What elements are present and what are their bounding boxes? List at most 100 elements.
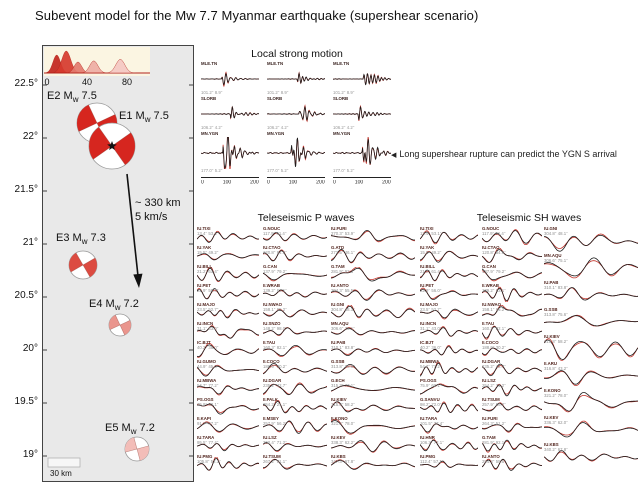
station-label: G.SSB 313.8° 75.6° [544, 308, 577, 319]
station-code: IU.PAB [544, 281, 559, 286]
station-label: IC.BJT 40.2° 36.0° [420, 341, 450, 352]
inset-axis-tick: 40 [81, 77, 93, 87]
station-code: SLORB [201, 97, 217, 102]
inset-axis-tick: 80 [121, 77, 133, 87]
waveform-row: IU.ANTO 294.3° 55.5° [482, 455, 542, 474]
station-distance-azimuth: 235.2° 42.7° [263, 384, 287, 389]
waveform-row: IU.NWAO 158.1° 65.2° [263, 303, 327, 322]
waveform-plot [420, 344, 478, 356]
station-code: MLE.TN [333, 62, 350, 67]
time-axis-tick-label: 100 [354, 180, 364, 186]
waveform-row: IU.HNR 106.3° 72.1° [420, 436, 478, 455]
event-label-e5: E5 Mw 7.2 [105, 422, 155, 437]
station-label: II.MSEY 257.9° 56.2° [263, 417, 296, 428]
station-distance-azimuth: 294.3° 55.5° [482, 460, 506, 465]
waveform-column: IU.TIXI 13.4° 53.1° IU.YAK 15.5° 49.2° IU.BI… [197, 227, 259, 474]
station-code: IU.CTAO [263, 246, 281, 251]
station-code: IU.BILL [420, 265, 436, 270]
waveform-plot [197, 457, 259, 471]
station-code: IU.TIXI [420, 227, 434, 232]
waveform-row: II.COCO 188.9° 30.2° [482, 341, 542, 360]
waveform-plot [331, 327, 415, 336]
waveform-plot [482, 439, 542, 453]
station-distance-azimuth: 120.8° 84.9° [482, 251, 506, 256]
waveform-plot [197, 385, 259, 396]
station-label: IU.ANTO 294.3° 55.5° [331, 284, 364, 295]
station-distance-azimuth: 21.2° 61.4° [197, 270, 219, 275]
waveform-row: IU.MBWA 54.7° 77.2° [420, 360, 478, 379]
station-label: IU.PET 22.9° 56.0° [197, 284, 227, 295]
station-distance-azimuth: 23.5° 52.7° [420, 308, 442, 313]
station-distance-azimuth: 321.2° 78.0° [544, 394, 568, 399]
station-distance-azimuth: 321.2° 78.0° [331, 422, 355, 427]
waveform-plot [197, 325, 259, 339]
station-label: II.PALK 254.2° 21.1° [263, 398, 296, 409]
waveform-plot [420, 460, 478, 468]
station-label: G.NOUC 117.9° 91.4° [482, 227, 515, 238]
station-label: IU.YAK 15.5° 49.2° [420, 246, 450, 257]
station-label: G.NOUC 117.9° 91.4° [263, 227, 296, 238]
waveform-row: IU.TSUM 267.2° 81.1° [263, 455, 327, 474]
annotation-arrow-icon: ◀ [391, 152, 397, 159]
teleseismic-p-panel: Teleseismic P waves IU.TIXI 13.4° 53.1° IU… [197, 212, 415, 480]
station-code: IU.SNZO [263, 322, 281, 327]
station-label: II.TAU 160.3° 82.1° [482, 322, 515, 333]
station-label: IU.GUMO 44.9° 45.0° [197, 360, 227, 371]
station-label: MN.AQU 306.6° 75.1° [331, 322, 364, 333]
station-distance-azimuth: 158.1° 65.2° [263, 308, 287, 313]
station-code: IC.BJT [197, 341, 211, 346]
waveform-row: PS.OGS 75.9° 62.1° [197, 398, 259, 417]
station-code: IU.KIEV [544, 335, 560, 340]
station-distance-azimuth: 117.9° 91.4° [263, 232, 287, 237]
station-label: IU.DGAR 235.2° 42.7° [263, 379, 296, 390]
source-time-function-inset [43, 47, 150, 76]
waveform-plot [263, 327, 327, 336]
waveform-row: IU.NWAO 158.1° 65.2° [482, 303, 542, 322]
waveform-plot [263, 420, 327, 434]
station-label: IU.PET 22.9° 56.0° [420, 284, 450, 295]
station-label: IU.GNI 304.8° 48.1° [544, 227, 577, 238]
time-axis-tick-label: 0 [201, 180, 204, 186]
waveform-row: IU.GNI 304.8° 48.1° [544, 227, 638, 254]
station-code: II.KONO [544, 389, 561, 394]
waveform-plot [263, 400, 327, 414]
inset-axis-tick: 0 [44, 77, 50, 87]
station-code: IU.PET [420, 284, 434, 289]
waveform-plot [420, 383, 478, 395]
time-axis-ticks: 0 100 200 [267, 180, 325, 185]
waveform-plot [331, 419, 415, 435]
station-label: PS.OGS 75.9° 62.1° [197, 398, 227, 409]
time-axis-tick-label: 200 [316, 180, 325, 186]
station-label: II.TAU 160.3° 82.1° [263, 341, 296, 352]
station-distance-azimuth: 31.1° 43.0° [197, 327, 219, 332]
station-distance-azimuth: 272.5° 46.1° [331, 251, 355, 256]
waveform-plot [331, 459, 415, 470]
waveform-row: IU.PMG 112.4° 57.1° [420, 455, 478, 474]
waveform-row: IU.ANTO 294.3° 55.5° [331, 284, 415, 303]
event-label-e1: E1 Mw 7.5 [119, 110, 169, 125]
waveform-plot [482, 248, 542, 263]
station-distance-azimuth: 137.9° 79.2° [482, 270, 506, 275]
station-distance-azimuth: 23.5° 52.7° [197, 308, 219, 313]
waveform-plot [331, 440, 415, 453]
station-distance-azimuth: 105.8° 52.1° [197, 460, 221, 465]
local-waveform-column: MLE.TN 101.2° 8.9° SLORB 106.2° 4.2° MN.YGN 1… [201, 62, 259, 186]
waveform-plot [201, 137, 259, 169]
station-code: IU.LSZ [482, 379, 496, 384]
station-code: IU.TIXI [197, 227, 211, 232]
station-distance-azimuth: 120.8° 84.9° [263, 251, 287, 256]
station-distance-azimuth: 338.3° 62.2° [331, 441, 355, 446]
station-code: MN.AQU [331, 322, 349, 327]
station-label: IU.KIEV 315.8° 58.2° [331, 398, 364, 409]
waveform-row: MN.AQU 306.6° 75.1° [331, 322, 415, 341]
waveform-row: IU.MAJO 23.5° 52.7° [197, 303, 259, 322]
local-strong-motion-panel: Local strong motion MLE.TN 101.2° 8.9° SLO… [197, 48, 397, 208]
station-label: IU.TARA 101.5° 77.4° [420, 417, 453, 428]
waveform-row: II.WRAB 139.2° 63.1° [482, 284, 542, 303]
waveform-row: G.TAM 281.9° 92.1° [331, 265, 415, 284]
time-axis-ticks: 0 100 200 [201, 180, 259, 185]
station-distance-azimuth: 98.2° 72.0° [420, 403, 442, 408]
waveform-row: G.SSB 313.8° 75.6° [544, 308, 638, 335]
station-label: IU.TIXI 13.4° 53.1° [420, 227, 450, 238]
waveform-plot [544, 450, 638, 462]
